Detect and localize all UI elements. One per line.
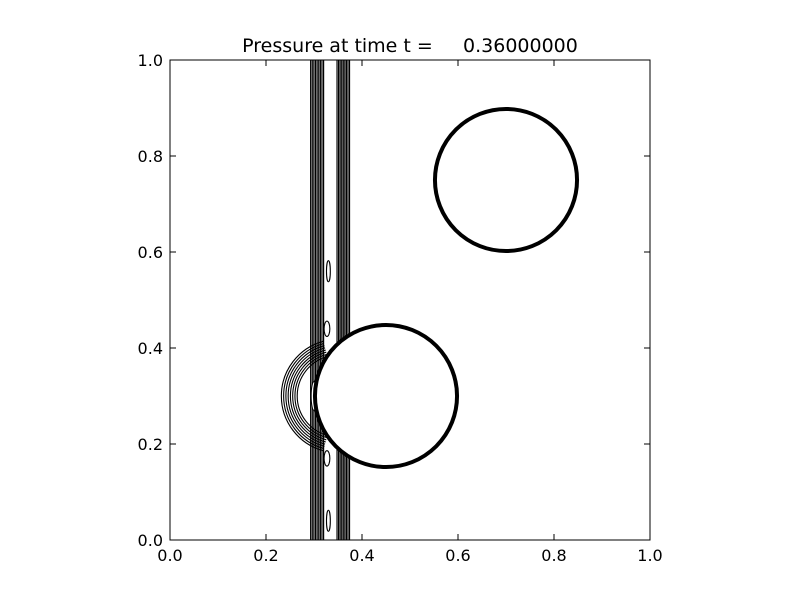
reflected-wave-arc [292, 351, 327, 441]
y-tick-label: 0.4 [138, 339, 163, 358]
x-tick-label: 0.8 [541, 546, 566, 565]
cylinder-2 [312, 322, 460, 470]
x-tick-label: 0.2 [253, 546, 278, 565]
cylinder-1 [432, 106, 580, 254]
y-tick-label: 1.0 [138, 51, 163, 70]
reflected-wave-contours [280, 340, 328, 452]
reflected-wave-arc [287, 347, 326, 445]
plot-content [280, 60, 580, 540]
x-tick-label: 0.6 [445, 546, 470, 565]
reflected-wave-arc [289, 349, 326, 443]
y-tick-label: 0.6 [138, 243, 163, 262]
contour-loop [325, 260, 331, 283]
reflected-wave-arc [283, 342, 325, 450]
contour-loop [325, 509, 331, 532]
x-axis: 0.0 0.2 0.4 0.6 0.8 1.0 [157, 60, 663, 565]
contour-band-1 [310, 60, 325, 540]
x-tick-label: 0.0 [157, 546, 182, 565]
x-tick-label: 1.0 [637, 546, 662, 565]
x-tick-label: 0.4 [349, 546, 374, 565]
reflected-wave-arc [280, 340, 324, 452]
reflected-wave-arc [294, 353, 327, 439]
reflected-wave-arc [296, 356, 328, 436]
plot-frame [169, 59, 651, 541]
contour-loop [323, 320, 331, 338]
y-tick-label: 0.0 [138, 531, 163, 550]
chart-title: Pressure at time t = 0.36000000 [242, 35, 578, 57]
y-axis: 0.0 0.2 0.4 0.6 0.8 1.0 [138, 51, 650, 550]
contour-band-2 [336, 60, 351, 540]
reflected-wave-arc [285, 345, 325, 447]
contour-loop [323, 450, 331, 467]
y-tick-label: 0.8 [138, 147, 163, 166]
y-tick-label: 0.2 [138, 435, 163, 454]
